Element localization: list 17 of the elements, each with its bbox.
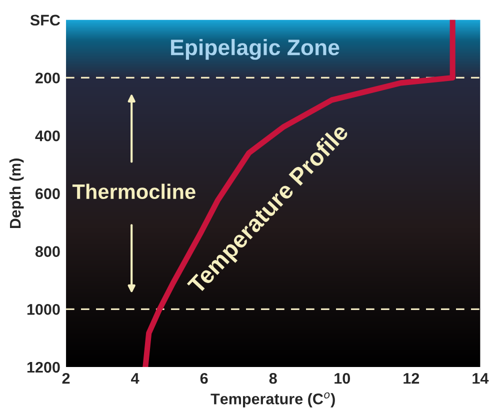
annotation: Epipelagic Zone <box>171 38 340 60</box>
y-tick-label: 1000 <box>27 304 60 315</box>
x-tick-label: 12 <box>404 372 420 384</box>
y-tick-label: 1200 <box>27 362 60 373</box>
x-tick-label: 4 <box>131 373 140 384</box>
y-tick-label: 400 <box>35 130 60 142</box>
y-tick-label: SFC <box>30 14 60 26</box>
x-tick-label: 10 <box>334 372 350 384</box>
x-axis-title: Temperature (C$^{o}$) <box>210 392 335 408</box>
y-tick-label: 200 <box>36 72 60 84</box>
x-tick-label: 14 <box>472 373 489 384</box>
y-axis-title: Depth (m) <box>9 158 24 228</box>
x-tick-label: 2 <box>62 372 70 384</box>
y-tick-label: 800 <box>35 246 60 257</box>
x-tick-label: 6 <box>200 372 208 384</box>
y-tick-label: 600 <box>36 188 60 200</box>
x-tick-label: 8 <box>269 372 277 384</box>
